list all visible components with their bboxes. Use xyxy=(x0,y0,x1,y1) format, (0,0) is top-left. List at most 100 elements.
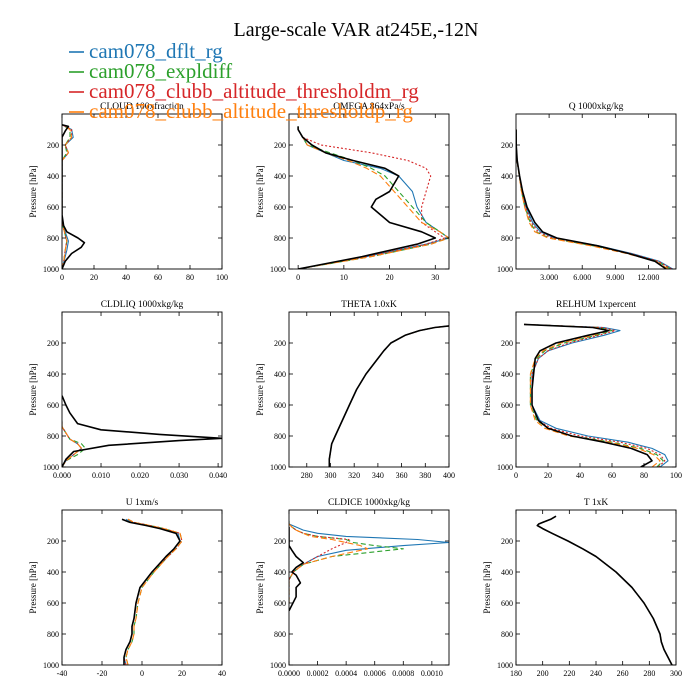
panel-7: 0.0000 0.0002 0.0004 0.0006 0.0008 0.0010 200 4… xyxy=(255,498,450,678)
y-tick-label: 200 xyxy=(274,141,286,150)
x-tick-label: -20 xyxy=(97,669,108,678)
series-line xyxy=(62,395,222,467)
series-line xyxy=(523,323,661,467)
series-line xyxy=(536,515,673,665)
x-tick-label: 12.000 xyxy=(637,273,659,282)
x-tick-label: 20 xyxy=(386,273,394,282)
x-tick-label: 220 xyxy=(563,669,575,678)
y-axis-label: Pressure [hPa] xyxy=(482,561,492,613)
x-tick-label: 0 xyxy=(140,669,144,678)
x-tick-label: -40 xyxy=(57,669,68,678)
y-tick-label: 1000 xyxy=(270,265,286,274)
y-axis-label: Pressure [hPa] xyxy=(255,165,265,217)
series-line xyxy=(516,129,671,269)
x-tick-label: 30 xyxy=(431,273,439,282)
y-tick-label: 200 xyxy=(274,537,286,546)
x-tick-label: 320 xyxy=(348,471,360,480)
series-line xyxy=(328,325,449,467)
y-axis-label: Pressure [hPa] xyxy=(28,165,38,217)
x-tick-label: 40 xyxy=(218,669,226,678)
x-tick-label: 0 xyxy=(296,273,300,282)
series-line xyxy=(62,124,73,269)
series-line xyxy=(516,129,672,269)
series-group xyxy=(297,126,449,269)
y-tick-label: 200 xyxy=(47,141,59,150)
panel-8: 180 200 220 240 260 280 300 200 400 600 800 1000 Pre… xyxy=(482,498,682,678)
series-group xyxy=(523,323,669,467)
y-tick-label: 800 xyxy=(501,234,513,243)
y-tick-label: 200 xyxy=(501,537,513,546)
series-group xyxy=(121,518,183,665)
series-group xyxy=(289,520,449,612)
y-tick-label: 1000 xyxy=(497,661,513,670)
x-tick-label: 0.0004 xyxy=(335,669,357,678)
x-tick-label: 0.0006 xyxy=(364,669,386,678)
series-line xyxy=(328,325,449,467)
series-line xyxy=(536,515,673,665)
series-line xyxy=(328,325,449,467)
y-tick-label: 800 xyxy=(274,630,286,639)
series-line xyxy=(536,515,673,665)
plot-frame xyxy=(61,113,223,270)
plot-frame xyxy=(515,311,677,468)
x-tick-label: 340 xyxy=(372,471,384,480)
legend-item: cam078_expldiff xyxy=(69,59,232,83)
plot-frame xyxy=(515,113,677,270)
y-tick-label: 800 xyxy=(47,234,59,243)
y-tick-label: 800 xyxy=(274,234,286,243)
legend-label: cam078_clubb_altitude_thresholdm_rg xyxy=(89,79,419,103)
series-line xyxy=(516,129,669,269)
y-tick-label: 400 xyxy=(47,568,59,577)
series-line xyxy=(62,124,73,269)
panel-title: U 1xm/s xyxy=(126,498,159,508)
x-tick-label: 0.0008 xyxy=(392,669,414,678)
x-tick-label: 0.020 xyxy=(131,471,149,480)
series-line xyxy=(125,518,183,665)
x-tick-label: 200 xyxy=(537,669,549,678)
series-line xyxy=(289,520,404,603)
panel-title: CLDLIQ 1000xkg/kg xyxy=(101,300,184,310)
x-tick-label: 0.010 xyxy=(92,471,110,480)
y-tick-label: 800 xyxy=(501,432,513,441)
legend: cam078_dflt_rgcam078_expldiffcam078_club… xyxy=(69,39,419,123)
y-tick-label: 1000 xyxy=(43,463,59,472)
series-line xyxy=(62,420,86,467)
series-line xyxy=(297,126,445,269)
series-line xyxy=(289,527,305,612)
y-tick-label: 400 xyxy=(47,370,59,379)
y-tick-label: 600 xyxy=(47,599,59,608)
panel-4: 280 300 320 340 360 380 400 200 400 600 800 1000 Pre… xyxy=(255,300,455,480)
series-line xyxy=(62,420,83,467)
legend-label: cam078_clubb_altitude_thresholdp_rg xyxy=(89,99,413,123)
x-tick-label: 260 xyxy=(617,669,629,678)
y-tick-label: 600 xyxy=(47,203,59,212)
y-axis-label: Pressure [hPa] xyxy=(482,165,492,217)
series-line xyxy=(62,124,74,269)
panel-3: 0.000 0.010 0.020 0.030 0.040 200 400 600 800 100… xyxy=(28,300,227,480)
y-tick-label: 200 xyxy=(47,537,59,546)
panel-title: OMEGA 864xPa/s xyxy=(333,102,405,112)
y-tick-label: 600 xyxy=(501,401,513,410)
y-tick-label: 1000 xyxy=(497,463,513,472)
panel-0: 0 20 40 60 80 100 200 400 600 800 1000 Pressure [hP… xyxy=(28,101,228,282)
x-tick-label: 40 xyxy=(122,273,130,282)
x-tick-label: 80 xyxy=(186,273,194,282)
y-tick-label: 800 xyxy=(47,432,59,441)
series-line xyxy=(523,323,669,467)
y-tick-label: 600 xyxy=(501,599,513,608)
y-axis-label: Pressure [hPa] xyxy=(28,561,38,613)
figure-title: Large-scale VAR at245E,-12N xyxy=(234,19,479,41)
series-line xyxy=(523,323,666,467)
x-tick-label: 3.000 xyxy=(540,273,558,282)
x-tick-label: 300 xyxy=(324,471,336,480)
y-tick-label: 400 xyxy=(274,568,286,577)
y-tick-label: 400 xyxy=(274,172,286,181)
x-tick-label: 10 xyxy=(340,273,348,282)
y-tick-label: 400 xyxy=(501,568,513,577)
x-tick-label: 0 xyxy=(514,471,518,480)
y-tick-label: 1000 xyxy=(43,661,59,670)
legend-label: cam078_dflt_rg xyxy=(89,39,223,63)
x-tick-label: 280 xyxy=(301,471,313,480)
